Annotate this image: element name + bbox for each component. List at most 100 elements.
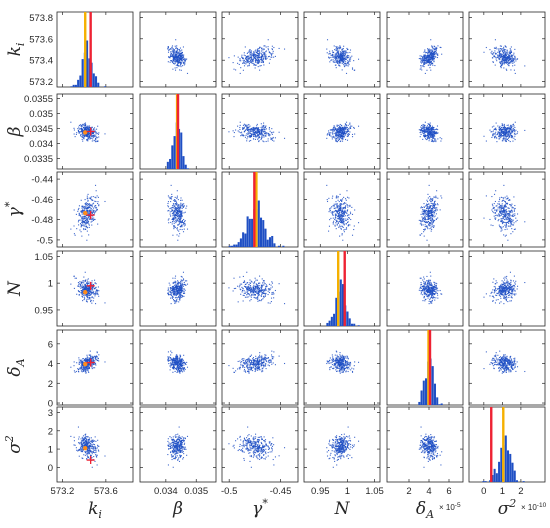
sample-point — [507, 217, 509, 219]
sample-point — [340, 138, 342, 140]
sample-point — [346, 215, 348, 217]
sample-point — [334, 134, 337, 136]
sample-point — [175, 56, 177, 58]
sample-point — [252, 58, 254, 60]
histogram-bar — [81, 59, 84, 87]
sample-point — [433, 61, 435, 63]
sample-point — [268, 55, 270, 57]
sample-point — [180, 217, 182, 219]
sample-point — [173, 50, 175, 52]
sample-point — [181, 228, 183, 231]
sample-point — [172, 48, 174, 50]
sample-point — [430, 132, 432, 134]
sample-point — [184, 221, 186, 223]
sample-point — [82, 123, 84, 125]
sample-point — [338, 214, 340, 216]
sample-point — [174, 62, 176, 64]
sample-point — [419, 234, 421, 236]
sample-point — [335, 207, 337, 209]
sample-point — [513, 222, 515, 224]
sample-point — [177, 199, 179, 201]
sample-point — [81, 292, 83, 294]
sample-point — [510, 125, 512, 127]
sample-point — [268, 52, 271, 54]
sample-point — [172, 52, 174, 54]
sample-point — [92, 138, 94, 140]
sample-point — [495, 53, 497, 55]
sample-point — [339, 140, 341, 143]
sample-point — [246, 133, 248, 135]
sample-point — [74, 277, 76, 279]
sample-point — [509, 225, 511, 227]
sample-point — [179, 204, 181, 206]
sample-point — [504, 57, 506, 59]
sample-point — [503, 205, 505, 207]
sample-point — [178, 56, 180, 58]
sample-point — [90, 207, 92, 210]
sample-point — [418, 129, 420, 131]
sample-point — [429, 49, 431, 51]
sample-point — [502, 199, 504, 201]
sample-point — [511, 228, 513, 230]
sample-point — [508, 136, 510, 138]
sample-point — [513, 228, 515, 230]
sample-point — [333, 211, 335, 213]
sample-point — [510, 220, 512, 223]
sample-point — [176, 45, 178, 47]
sample-point — [341, 130, 343, 132]
sample-point — [176, 195, 178, 197]
sample-point — [184, 224, 186, 226]
sample-point — [258, 53, 260, 55]
sample-point — [437, 53, 439, 55]
sample-point — [432, 206, 434, 208]
sample-point — [174, 196, 176, 198]
sample-point — [261, 54, 263, 56]
sample-point — [173, 57, 175, 59]
sample-point — [422, 61, 424, 63]
sample-point — [334, 129, 336, 131]
sample-point — [511, 55, 513, 57]
sample-point — [343, 126, 346, 129]
sample-point — [184, 220, 186, 222]
sample-point — [351, 206, 353, 208]
sample-point — [247, 65, 249, 67]
sample-point — [336, 128, 338, 130]
sample-point — [428, 55, 430, 57]
sample-point — [340, 134, 342, 136]
sample-point — [341, 136, 343, 138]
sample-point — [177, 61, 179, 63]
sample-point — [435, 207, 437, 209]
sample-point — [248, 61, 250, 63]
sample-point — [423, 124, 425, 126]
sample-point — [271, 56, 273, 58]
sample-point — [437, 129, 439, 131]
panel-gamma-vs-deltaA — [386, 171, 464, 248]
sample-point — [501, 140, 503, 142]
sample-point — [335, 57, 337, 59]
sample-point — [256, 62, 258, 64]
sample-point — [441, 53, 443, 55]
sample-point — [83, 228, 85, 230]
sample-point — [347, 224, 349, 227]
sample-point — [90, 135, 92, 137]
sample-point — [343, 51, 345, 53]
sample-point — [502, 221, 504, 224]
sample-point — [338, 48, 340, 50]
sample-point — [253, 130, 255, 132]
sample-point — [326, 184, 328, 186]
sample-point — [422, 123, 424, 126]
sample-point — [347, 65, 349, 67]
sample-point — [342, 60, 344, 62]
sample-point — [496, 210, 498, 212]
sample-point — [502, 226, 504, 228]
sample-point — [503, 131, 505, 134]
sample-point — [492, 211, 494, 213]
sample-point — [172, 54, 174, 56]
sample-point — [500, 130, 502, 132]
sample-point — [172, 218, 174, 220]
sample-point — [510, 46, 512, 48]
sample-point — [173, 222, 175, 224]
sample-point — [429, 199, 431, 201]
sample-point — [435, 128, 438, 130]
sample-point — [240, 135, 242, 137]
